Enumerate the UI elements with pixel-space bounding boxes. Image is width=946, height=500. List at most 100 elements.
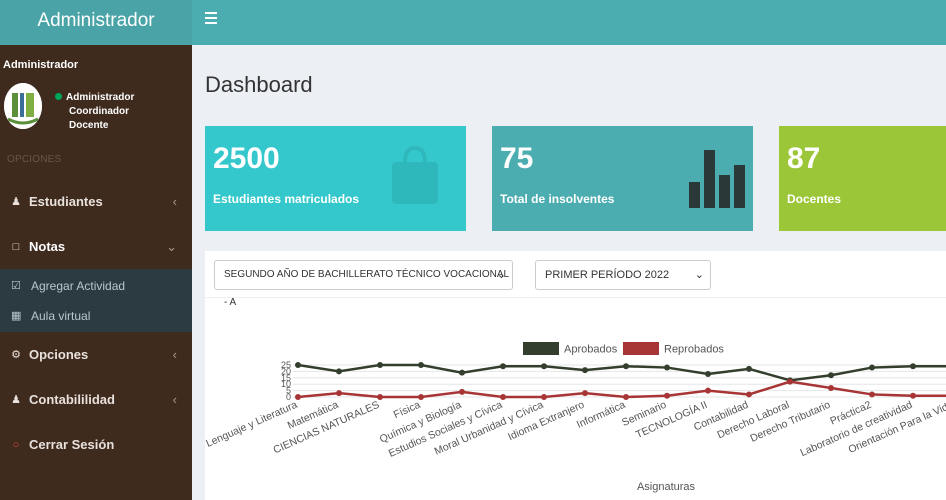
stat-value: 87 xyxy=(787,142,821,175)
sidebar-subitem-aula-virtual[interactable]: ▦ Aula virtual xyxy=(0,302,192,330)
calculator-icon: ▦ xyxy=(11,310,22,322)
notas-submenu: ☑ Agregar Actividad ▦ Aula virtual xyxy=(0,269,192,332)
data-point xyxy=(541,363,547,370)
data-point xyxy=(705,387,711,394)
data-point xyxy=(418,394,424,400)
sidebar-item-label: Cerrar Sesión xyxy=(29,437,115,452)
period-select-value: PRIMER PERÍODO 2022 xyxy=(545,269,670,281)
user-roles: Administrador Coordinador Docente xyxy=(55,91,134,133)
data-point xyxy=(459,369,465,376)
calendar-check-icon: ☑ xyxy=(11,280,21,292)
data-point xyxy=(295,362,301,368)
stat-value: 75 xyxy=(500,142,534,175)
sidebar-item-opciones[interactable]: ⚙ Opciones ‹ xyxy=(0,339,192,371)
legend-label: Reprobados xyxy=(664,344,724,356)
data-point xyxy=(787,378,793,385)
app-logo[interactable]: Administrador xyxy=(0,0,192,45)
y-tick-label: 20 xyxy=(281,366,291,376)
data-point xyxy=(377,362,383,368)
data-point xyxy=(828,385,834,392)
sidebar-item-label: Notas xyxy=(29,239,66,254)
y-tick-label: 0 xyxy=(286,392,291,402)
chevron-left-icon: ‹ xyxy=(172,347,177,362)
data-point xyxy=(582,390,588,397)
sidebar-section-label: OPCIONES xyxy=(7,154,62,165)
sidebar-item-notas[interactable]: □ Notas ⌄ xyxy=(0,231,192,263)
data-point xyxy=(500,363,506,370)
chevron-left-icon: ‹ xyxy=(172,194,177,209)
sidebar: Administrador Administrador Coordinador … xyxy=(0,45,192,500)
role-coordinador: Coordinador xyxy=(69,106,129,117)
data-point xyxy=(418,362,424,368)
x-axis-label: Asignaturas xyxy=(637,481,696,493)
shopping-bag-icon xyxy=(392,145,438,204)
user-title: Administrador xyxy=(3,59,79,71)
sidebar-subitem-label: Agregar Actividad xyxy=(31,279,126,293)
notes-icon: □ xyxy=(12,241,20,253)
stat-label: Docentes xyxy=(787,192,842,206)
y-tick-label: 25 xyxy=(281,360,291,370)
y-tick-label: 5 xyxy=(286,386,291,396)
data-point xyxy=(582,367,588,374)
stat-box-insolventes[interactable]: 75 Total de insolventes xyxy=(492,126,753,231)
data-point xyxy=(623,363,629,370)
series-line xyxy=(297,363,946,382)
stat-box-estudiantes[interactable]: 2500 Estudiantes matriculados xyxy=(205,126,466,231)
online-status-icon xyxy=(55,93,62,100)
chevron-down-icon: ⌄ xyxy=(496,269,506,281)
sidebar-item-contabilidad[interactable]: ♟ Contabililidad ‹ xyxy=(0,384,192,416)
data-point xyxy=(500,394,506,400)
data-point xyxy=(336,368,342,375)
legend-swatch xyxy=(523,342,559,355)
chevron-down-icon: ⌄ xyxy=(166,239,177,254)
grade-select-value: SEGUNDO AÑO DE BACHILLERATO TÉCNICO VOCA… xyxy=(224,269,509,308)
sidebar-subitem-label: Aula virtual xyxy=(31,309,91,323)
data-point xyxy=(664,392,670,399)
data-point xyxy=(828,372,834,379)
data-point xyxy=(910,392,916,399)
stat-label: Estudiantes matriculados xyxy=(213,192,360,206)
data-point xyxy=(664,364,670,371)
sidebar-subitem-agregar-actividad[interactable]: ☑ Agregar Actividad xyxy=(0,272,192,300)
data-point xyxy=(869,391,875,398)
user-icon: ♟ xyxy=(11,196,21,208)
divider xyxy=(205,297,946,298)
chevron-down-icon: ⌄ xyxy=(694,269,704,281)
data-point xyxy=(746,391,752,398)
bar-chart-icon xyxy=(689,150,745,208)
y-tick-label: 10 xyxy=(281,379,291,389)
gear-icon: ⚙ xyxy=(11,349,21,361)
chevron-left-icon: ‹ xyxy=(172,392,177,407)
data-point xyxy=(336,390,342,397)
data-point xyxy=(541,394,547,400)
y-tick-label: 15 xyxy=(281,373,291,383)
role-docente: Docente xyxy=(69,120,109,131)
legend-label: Aprobados xyxy=(564,344,618,356)
role-admin: Administrador xyxy=(66,92,135,103)
user-icon: ♟ xyxy=(11,394,21,406)
data-point xyxy=(623,394,629,400)
data-point xyxy=(459,388,465,395)
chart-panel: SEGUNDO AÑO DE BACHILLERATO TÉCNICO VOCA… xyxy=(205,251,946,500)
sidebar-item-estudiantes[interactable]: ♟ Estudiantes ‹ xyxy=(0,186,192,218)
data-point xyxy=(869,364,875,371)
sidebar-item-cerrar-sesion[interactable]: ○ Cerrar Sesión xyxy=(0,429,192,461)
data-point xyxy=(910,363,916,370)
page-title: Dashboard xyxy=(205,72,313,97)
period-select[interactable]: PRIMER PERÍODO 2022 ⌄ xyxy=(535,260,711,290)
grade-select[interactable]: SEGUNDO AÑO DE BACHILLERATO TÉCNICO VOCA… xyxy=(214,260,513,308)
sidebar-item-label: Estudiantes xyxy=(29,194,103,209)
series-line xyxy=(297,380,946,399)
menu-toggle-icon[interactable] xyxy=(205,12,217,26)
stat-box-docentes[interactable]: 87 Docentes xyxy=(779,126,946,231)
sidebar-item-label: Opciones xyxy=(29,347,89,362)
stat-value: 2500 xyxy=(213,142,280,175)
data-point xyxy=(295,394,301,400)
stat-label: Total de insolventes xyxy=(500,192,615,206)
sidebar-item-label: Contabililidad xyxy=(29,392,115,407)
legend-swatch xyxy=(623,342,659,355)
data-point xyxy=(705,370,711,377)
power-icon: ○ xyxy=(12,439,20,451)
avatar xyxy=(4,83,42,129)
